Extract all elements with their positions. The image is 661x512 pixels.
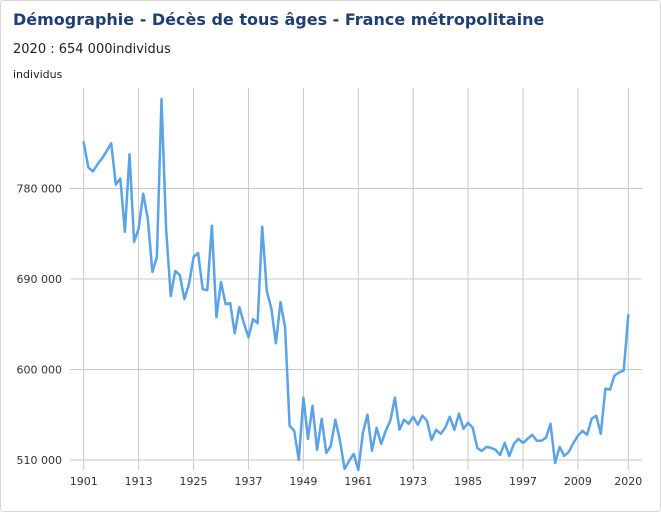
series-layer	[82, 97, 630, 472]
x-tick-label: 1997	[509, 475, 537, 488]
x-tick-label: 1961	[344, 475, 372, 488]
y-tick-label: 780 000	[17, 183, 63, 196]
x-tick-labels: 1901 1913 1925 1937 1949 1961 1973 1985 1997 2009…	[70, 475, 643, 488]
x-tick-label: 1949	[289, 475, 317, 488]
x-tick-label: 1985	[454, 475, 482, 488]
series-line	[82, 97, 630, 472]
x-tick-label: 1913	[125, 475, 153, 488]
y-gridlines	[70, 188, 642, 461]
x-tick-label: 1925	[180, 475, 208, 488]
y-axis-unit-label: individus	[13, 68, 63, 81]
x-tick-label: 2020	[614, 475, 642, 488]
x-tick-label: 1973	[399, 475, 427, 488]
y-tick-label: 690 000	[17, 273, 63, 286]
x-tick-label: 2009	[564, 475, 592, 488]
chart-title: Démographie - Décès de tous âges - Franc…	[13, 10, 545, 29]
x-tick-label: 1937	[234, 475, 262, 488]
y-tick-label: 600 000	[17, 363, 63, 376]
x-tick-label: 1901	[70, 475, 98, 488]
y-tick-labels: 510 000 600 000 690 000 780 000	[17, 183, 63, 467]
chart-subtitle: 2020 : 654 000individus	[13, 42, 171, 57]
y-tick-label: 510 000	[17, 454, 63, 467]
